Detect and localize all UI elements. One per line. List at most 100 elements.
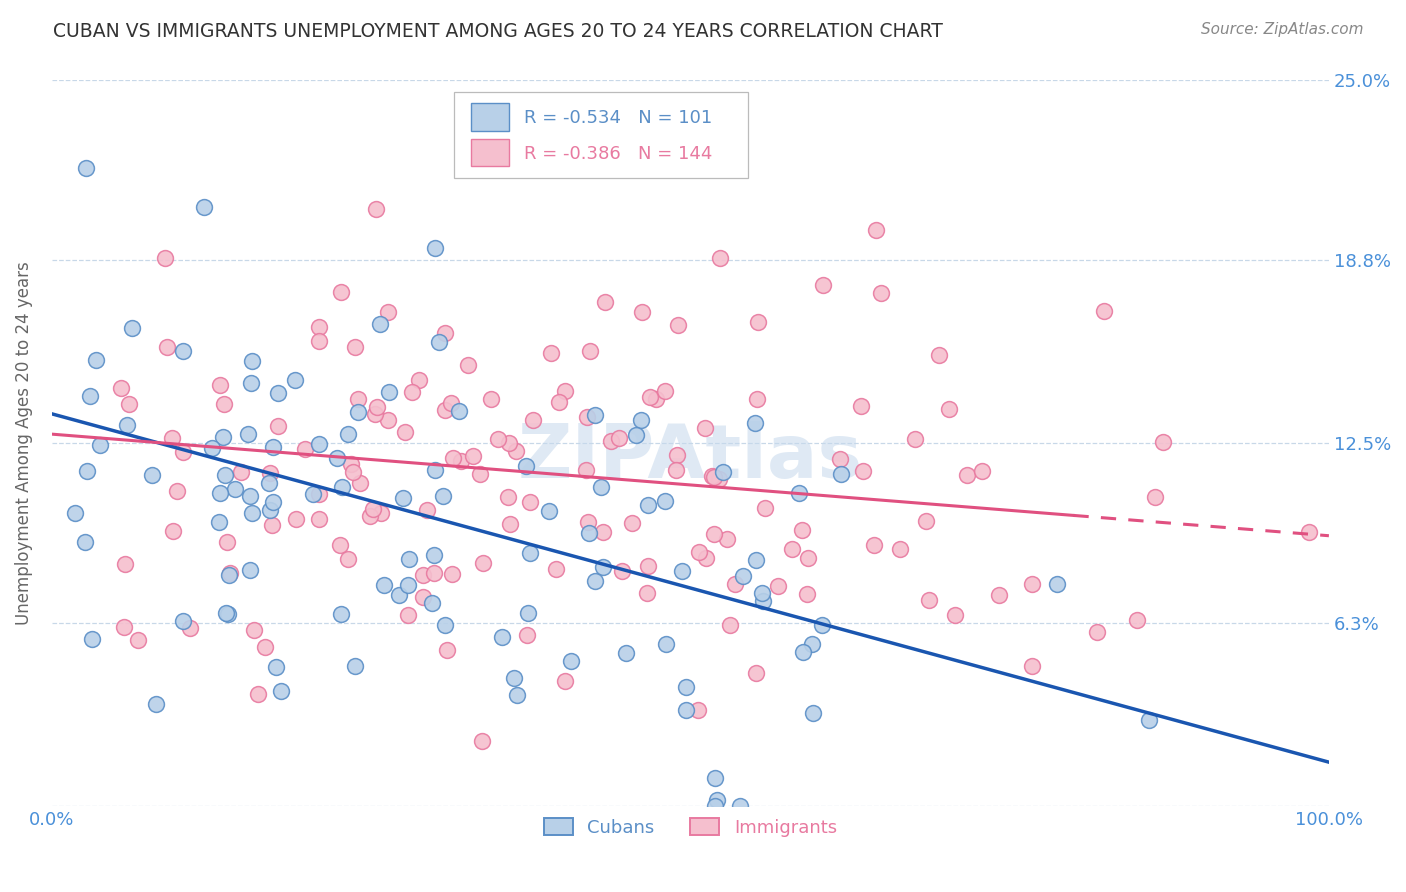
Point xyxy=(704,771,727,785)
Point xyxy=(359,508,381,523)
Point xyxy=(156,340,179,354)
Point xyxy=(415,502,437,516)
Point xyxy=(229,465,252,479)
Point xyxy=(349,475,371,490)
Point xyxy=(267,419,290,434)
Point xyxy=(593,295,616,310)
Point xyxy=(208,378,231,392)
Point xyxy=(519,495,541,509)
Point xyxy=(337,427,360,442)
Point xyxy=(160,432,183,446)
Point xyxy=(308,487,330,501)
Point xyxy=(346,405,368,419)
Point xyxy=(412,591,434,605)
Point xyxy=(486,432,509,446)
Point xyxy=(1143,490,1166,504)
Point xyxy=(614,646,637,660)
Point xyxy=(423,241,446,255)
Point xyxy=(260,517,283,532)
Point xyxy=(433,617,456,632)
Point xyxy=(212,430,235,444)
Point xyxy=(671,564,693,578)
Point xyxy=(583,574,606,588)
Point xyxy=(621,516,644,530)
Point xyxy=(267,385,290,400)
Point xyxy=(654,384,676,399)
Point xyxy=(412,567,434,582)
Point xyxy=(578,526,600,541)
Point xyxy=(688,545,710,559)
Point xyxy=(1021,577,1043,591)
Point xyxy=(547,395,569,409)
Point xyxy=(308,436,330,450)
Point xyxy=(792,645,814,659)
Point xyxy=(503,671,526,685)
Point xyxy=(515,458,537,473)
Point xyxy=(257,475,280,490)
Point xyxy=(472,557,495,571)
Point xyxy=(664,462,686,476)
Point xyxy=(811,277,834,292)
Point xyxy=(155,252,177,266)
Point xyxy=(538,503,561,517)
Point xyxy=(396,578,419,592)
Point xyxy=(703,470,725,484)
Point xyxy=(675,703,697,717)
Point xyxy=(112,619,135,633)
Point xyxy=(471,734,494,748)
Point xyxy=(65,506,87,520)
Point xyxy=(285,512,308,526)
Point xyxy=(340,457,363,471)
Point xyxy=(915,514,938,528)
Point xyxy=(506,688,529,702)
Point xyxy=(637,558,659,573)
Point xyxy=(141,468,163,483)
Point xyxy=(468,467,491,481)
Point xyxy=(1092,303,1115,318)
Point xyxy=(589,480,612,494)
Point xyxy=(830,467,852,482)
Point xyxy=(479,392,502,407)
Point xyxy=(745,665,768,680)
Point xyxy=(75,535,97,549)
Point xyxy=(889,542,911,557)
Point xyxy=(337,552,360,566)
Point xyxy=(115,418,138,433)
Point xyxy=(640,390,662,404)
Point xyxy=(172,445,194,459)
Point xyxy=(787,486,810,500)
Point xyxy=(436,642,458,657)
Point xyxy=(498,436,520,450)
Point xyxy=(262,495,284,509)
Point xyxy=(208,486,231,500)
Point xyxy=(215,606,238,620)
Point xyxy=(162,524,184,538)
Point xyxy=(423,566,446,580)
Point xyxy=(433,403,456,417)
Point xyxy=(166,483,188,498)
Point xyxy=(179,622,201,636)
Point xyxy=(607,431,630,445)
Legend: Cubans, Immigrants: Cubans, Immigrants xyxy=(537,811,844,844)
Point xyxy=(145,697,167,711)
Point xyxy=(644,392,666,406)
Point xyxy=(709,252,731,266)
Point xyxy=(745,392,768,406)
Point xyxy=(427,335,450,350)
Point xyxy=(517,606,540,620)
Point xyxy=(215,535,238,549)
Point xyxy=(499,517,522,532)
Point xyxy=(1046,577,1069,591)
Point xyxy=(259,503,281,517)
Point xyxy=(343,659,366,673)
Point xyxy=(461,449,484,463)
Point xyxy=(373,578,395,592)
Text: R = -0.534   N = 101: R = -0.534 N = 101 xyxy=(524,110,713,128)
Point xyxy=(928,348,950,362)
Point xyxy=(943,608,966,623)
Point xyxy=(790,523,813,537)
Point xyxy=(519,546,541,560)
Point xyxy=(718,618,741,632)
Point xyxy=(259,466,281,480)
Point xyxy=(576,515,599,529)
